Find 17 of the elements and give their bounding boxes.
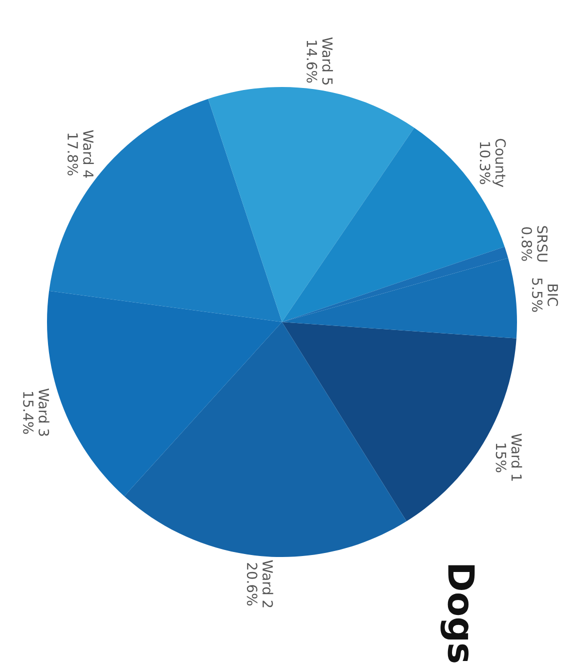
slice-label: BIC bbox=[548, 284, 558, 306]
slice-label: County bbox=[492, 138, 506, 188]
slice-label: Ward 5 bbox=[322, 37, 333, 85]
slice-label: Ward 3 bbox=[38, 388, 50, 436]
data-label: 14.6% bbox=[306, 40, 318, 83]
data-label: 0.8% bbox=[522, 227, 532, 261]
data-label: 15.4% bbox=[23, 392, 34, 434]
slice-label: SRSU bbox=[537, 226, 548, 262]
data-label: 15% bbox=[496, 444, 506, 472]
text: Dogs bbox=[440, 565, 475, 662]
slice-label: Ward 1 bbox=[511, 434, 522, 481]
data-label: 20.6% bbox=[246, 563, 258, 606]
data-label: 10.3% bbox=[480, 142, 490, 184]
data-label: 5.5% bbox=[532, 278, 543, 312]
slice-label: Ward 4 bbox=[83, 130, 94, 178]
data-label: 17.8% bbox=[68, 134, 78, 176]
slice-label: Ward 2 bbox=[262, 560, 274, 608]
